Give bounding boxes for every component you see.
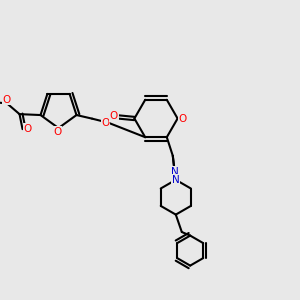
Text: O: O [110,111,118,121]
Text: O: O [53,127,61,137]
Text: O: O [101,118,110,128]
Text: N: N [171,167,178,177]
Text: O: O [23,124,32,134]
Text: O: O [178,114,187,124]
Text: N: N [172,175,180,185]
Text: O: O [3,95,11,105]
